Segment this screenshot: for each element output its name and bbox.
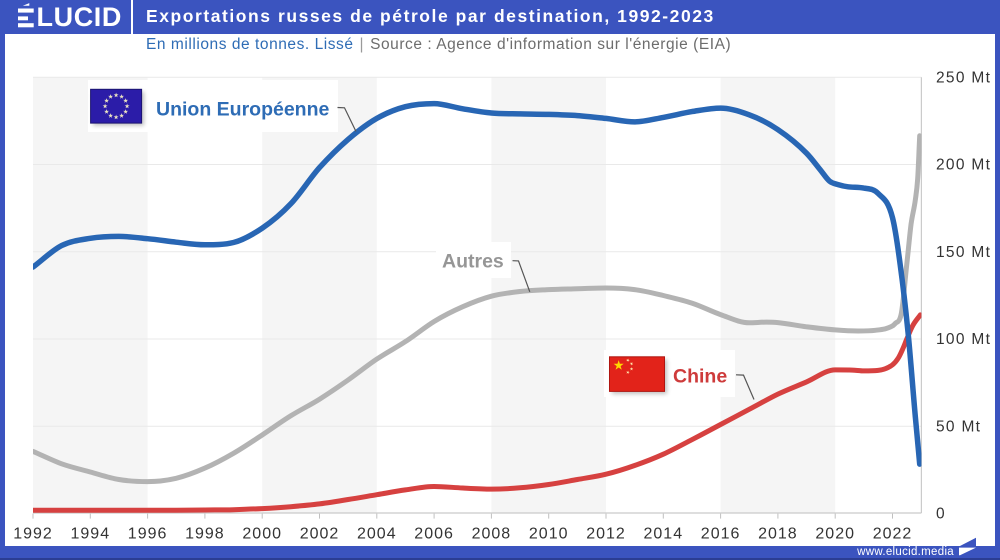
svg-text:0: 0 [936,506,946,523]
svg-text:2020: 2020 [815,526,855,543]
svg-text:1998: 1998 [185,526,225,543]
svg-text:2014: 2014 [644,526,684,543]
svg-text:50 Mt: 50 Mt [936,418,981,435]
svg-text:2010: 2010 [529,526,569,543]
svg-text:150 Mt: 150 Mt [936,244,991,261]
svg-text:Chine: Chine [673,366,727,388]
svg-text:2008: 2008 [472,526,512,543]
svg-text:2022: 2022 [873,526,913,543]
svg-text:1992: 1992 [13,526,53,543]
svg-text:250 Mt: 250 Mt [936,70,991,87]
svg-text:2004: 2004 [357,526,397,543]
svg-text:1994: 1994 [71,526,111,543]
svg-text:2006: 2006 [414,526,454,543]
svg-text:Autres: Autres [442,251,504,273]
svg-text:2016: 2016 [701,526,741,543]
svg-text:100 Mt: 100 Mt [936,331,991,348]
svg-text:2012: 2012 [586,526,626,543]
svg-text:Union Européenne: Union Européenne [156,99,329,121]
svg-text:2018: 2018 [758,526,798,543]
svg-text:2002: 2002 [300,526,340,543]
svg-text:1996: 1996 [128,526,168,543]
svg-text:200 Mt: 200 Mt [936,157,991,174]
svg-text:2000: 2000 [242,526,282,543]
